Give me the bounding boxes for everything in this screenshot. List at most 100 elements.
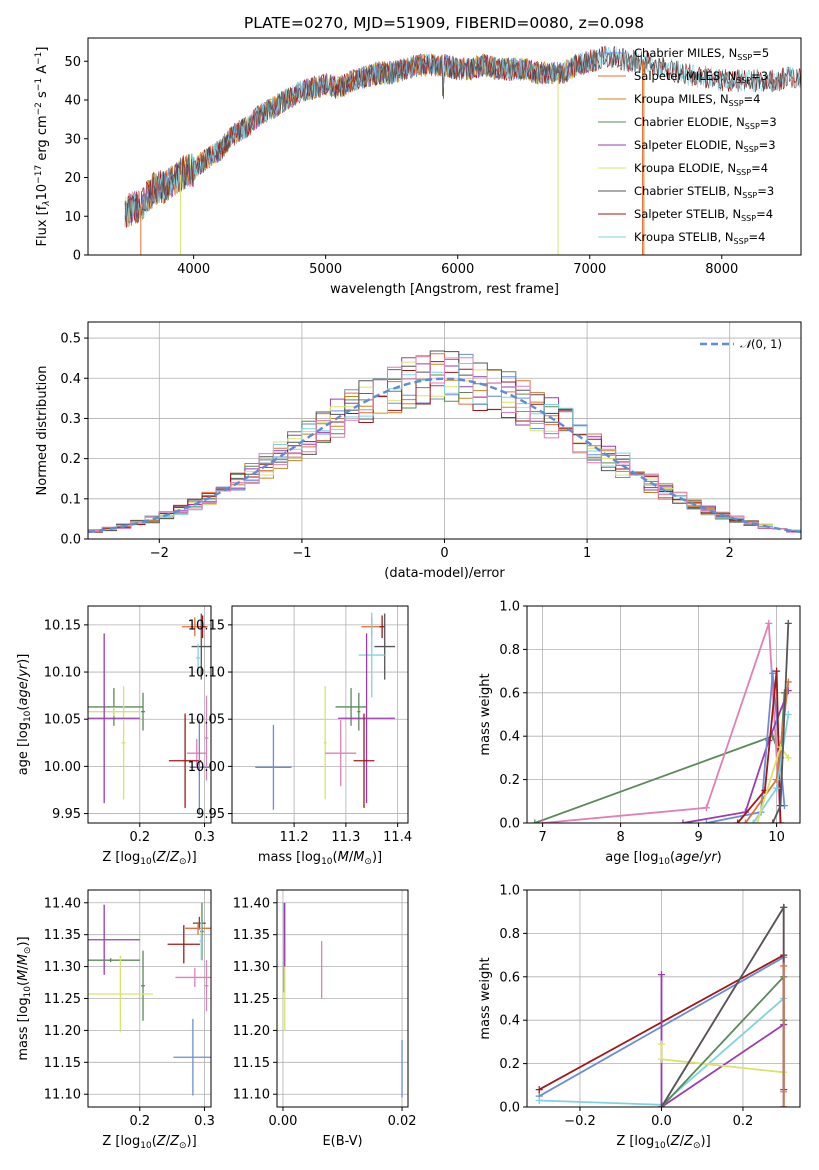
x-axis-label-rest: (M/M⊙)] xyxy=(333,850,383,867)
legend-n: =4 xyxy=(756,207,773,221)
legend-sub: SSP xyxy=(745,122,760,131)
y-tick-label: 0.4 xyxy=(499,730,520,745)
series-marker xyxy=(535,1096,543,1104)
y-tick-label: 40 xyxy=(64,94,81,109)
y-tick-label: 0 xyxy=(73,249,81,264)
x-axis-label-rest: (Z/Z⊙)] xyxy=(666,1134,711,1151)
legend-entry: 𝒩(0, 1) xyxy=(740,337,782,351)
y-tick-label: 10.00 xyxy=(44,760,81,775)
grid xyxy=(527,605,800,824)
y-tick-label: 11.20 xyxy=(44,1024,81,1039)
axes-frame xyxy=(87,37,802,256)
label-part: ( xyxy=(16,706,31,711)
x-axis-label-sub: 10 xyxy=(140,857,152,867)
x-axis-label-text: (data-model)/error xyxy=(384,566,505,581)
x-axis-label-text: E(B-V) xyxy=(322,1134,362,1149)
series-marker xyxy=(780,962,788,970)
label-part: −2 xyxy=(34,102,44,115)
plot-area xyxy=(88,613,211,815)
y-tick-label: 10.10 xyxy=(44,666,81,681)
x-tick-label: 7 xyxy=(538,830,546,845)
series-marker xyxy=(777,802,784,810)
y-tick-label: 11.20 xyxy=(233,1024,270,1039)
y-tick-label: 11.35 xyxy=(44,928,81,943)
x-axis-label-text: Z [log xyxy=(102,850,140,865)
label-part: erg cm xyxy=(35,115,50,164)
x-tick-label: 11.3 xyxy=(331,830,360,845)
series-marker xyxy=(780,1103,788,1107)
grid xyxy=(232,606,408,823)
y-axis-label: mass weight xyxy=(478,957,493,1039)
x-axis-label: wavelength [Angstrom, rest frame] xyxy=(330,282,559,297)
x-axis-label-text: age [log xyxy=(605,850,658,865)
series-line xyxy=(660,974,785,1107)
x-tick-label: 6000 xyxy=(441,262,474,277)
x-tick-label: 2 xyxy=(726,546,734,561)
legend-label: Salpeter STELIB, N xyxy=(634,207,741,221)
grid xyxy=(88,606,211,823)
y-tick-label: 0.5 xyxy=(60,332,81,347)
histogram-pink xyxy=(88,356,801,533)
y-axis-label: Flux [fλ10−17 erg cm−2 s−1 A−1] xyxy=(34,47,52,247)
x-axis-label: E(B-V) xyxy=(322,1134,362,1149)
legend-n: =4 xyxy=(744,92,761,106)
axes-frame xyxy=(526,889,801,1108)
label-part: 10 xyxy=(23,710,33,722)
label-part: ( xyxy=(670,850,675,865)
y-tick-label: 10.15 xyxy=(44,618,81,633)
x-tick-label: 0.2 xyxy=(733,1114,754,1129)
legend-n: =3 xyxy=(759,138,776,152)
label-part: / xyxy=(16,965,31,970)
x-tick-label: 0 xyxy=(440,546,448,561)
y-tick-label: 11.40 xyxy=(233,896,270,911)
x-tick-label: 11.4 xyxy=(383,830,412,845)
x-tick-label: −2 xyxy=(150,546,169,561)
label-part: age xyxy=(16,681,31,705)
y-tick-label: 10.10 xyxy=(188,666,225,681)
x-axis-label-text: Z [log xyxy=(102,1134,140,1149)
y-tick-label: 10.05 xyxy=(44,713,81,728)
x-axis-label-sub: 10 xyxy=(140,1141,152,1151)
plot-area xyxy=(283,902,403,1098)
axes-frame xyxy=(231,605,409,824)
y-tick-label: 20 xyxy=(64,171,81,186)
x-tick-label: 11.2 xyxy=(280,830,309,845)
panels: 4000 5000 6000 7000 800001020304050wavelengt… xyxy=(16,37,802,1151)
legend-label: Salpeter MILES, N xyxy=(634,69,736,83)
y-axis-label-text: mass weight xyxy=(478,957,493,1039)
panel-residuals: −2 −1 0 1 2 0.0 0.1 0.2 0.3 0.4 0.5 (data-model)/er… xyxy=(35,321,802,581)
label-part: ) xyxy=(717,850,722,865)
x-tick-label: −1 xyxy=(292,546,311,561)
plot-area xyxy=(124,45,801,255)
legend-label: Kroupa STELIB, N xyxy=(634,230,734,244)
label-part: )] xyxy=(16,936,31,946)
series-marker xyxy=(679,819,687,823)
label-part: / xyxy=(16,676,31,681)
y-tick-label: 11.10 xyxy=(44,1088,81,1103)
y-tick-label: 0.2 xyxy=(60,452,81,467)
x-axis-label: Z [log10(Z/Z⊙)] xyxy=(102,850,196,867)
y-tick-label: 0.6 xyxy=(499,686,520,701)
y-tick-label: 0.1 xyxy=(60,492,81,507)
legend-entry: Salpeter STELIB, NSSP=4 xyxy=(634,207,773,223)
legend-sub: SSP xyxy=(734,237,749,246)
legend-label: Chabrier STELIB, N xyxy=(634,184,742,198)
label-part: / xyxy=(699,850,704,865)
y-tick-label: 11.10 xyxy=(233,1088,270,1103)
label-part: 10 xyxy=(658,857,670,867)
y-tick-label: 0.8 xyxy=(499,927,520,942)
series-marker xyxy=(657,971,665,979)
legend-sub: SSP xyxy=(736,76,751,85)
y-axis-label: mass weight xyxy=(478,673,493,755)
y-axis-label-text: Flux [f xyxy=(35,205,50,246)
x-tick-label: 10 xyxy=(768,830,785,845)
y-tick-label: 30 xyxy=(64,132,81,147)
label-part: M xyxy=(16,970,31,981)
y-tick-label: 11.25 xyxy=(44,992,81,1007)
label-part: yr xyxy=(703,850,719,865)
plot-area xyxy=(88,350,801,534)
axes-frame xyxy=(87,321,802,540)
x-axis-label: Z [log10(Z/Z⊙)] xyxy=(102,1134,196,1151)
